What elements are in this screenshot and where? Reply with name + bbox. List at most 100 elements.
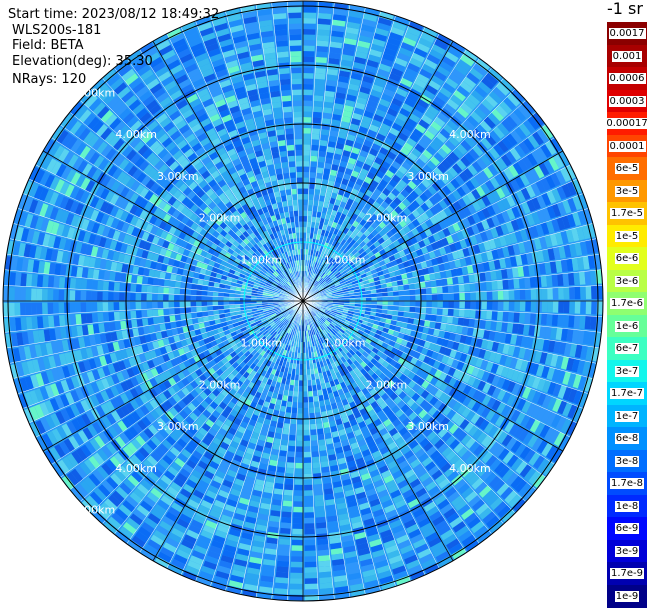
range-gate <box>564 342 572 356</box>
range-gate <box>321 304 327 308</box>
range-gate <box>316 45 329 53</box>
range-gate <box>506 267 514 279</box>
range-gate <box>319 308 326 312</box>
range-gate <box>436 337 444 346</box>
range-gate <box>345 317 352 322</box>
range-gate <box>493 237 502 248</box>
range-gate <box>336 273 342 279</box>
range-gate <box>544 326 552 339</box>
range-gate <box>292 517 303 524</box>
range-gate <box>353 286 360 290</box>
range-gate <box>359 86 371 95</box>
range-gate <box>515 334 523 346</box>
range-gate <box>318 7 332 14</box>
range-gate <box>411 147 422 158</box>
range-gate <box>391 315 398 321</box>
range-gate <box>526 213 536 226</box>
range-gate <box>312 267 316 273</box>
range-gate <box>437 112 449 123</box>
range-gate <box>305 276 308 283</box>
range-gate <box>397 132 409 142</box>
range-gate <box>299 380 303 386</box>
range-gate <box>549 233 558 247</box>
range-gate <box>366 233 374 241</box>
range-gate <box>376 22 391 32</box>
range-gate <box>307 205 313 211</box>
range-gate <box>331 268 338 274</box>
range-gate <box>316 34 330 42</box>
range-gate <box>448 203 458 214</box>
range-gate <box>86 291 92 301</box>
range-gate <box>368 264 376 271</box>
range-gate <box>454 333 462 342</box>
range-gate <box>326 270 332 276</box>
range-gate <box>463 167 474 179</box>
range-gate <box>274 582 289 590</box>
range-gate <box>418 153 429 164</box>
range-gate <box>484 133 497 146</box>
range-gate <box>163 287 170 294</box>
range-gate <box>424 109 436 121</box>
range-gate <box>42 315 49 329</box>
range-gate <box>417 239 426 248</box>
range-gate <box>494 352 502 364</box>
range-gate <box>404 184 413 194</box>
range-gate <box>229 293 235 298</box>
range-gate <box>413 242 421 251</box>
range-gate <box>364 247 372 254</box>
range-gate <box>315 56 328 64</box>
range-gate <box>457 317 465 326</box>
range-gate <box>425 334 433 342</box>
range-gate <box>475 282 482 291</box>
range-gate <box>468 273 475 283</box>
range-gate <box>315 516 327 524</box>
range-gate <box>439 60 453 72</box>
range-gate <box>305 254 308 261</box>
range-gate <box>345 279 352 285</box>
range-gate <box>486 192 496 204</box>
range-gate <box>365 304 372 308</box>
range-gate <box>569 243 577 257</box>
range-gate <box>376 296 383 301</box>
range-gate <box>363 229 371 237</box>
range-gate <box>352 241 359 249</box>
range-gate <box>124 302 131 311</box>
range-gate <box>452 163 463 174</box>
range-gate <box>547 247 556 261</box>
range-gate <box>141 318 149 327</box>
range-gate <box>304 517 315 524</box>
range-gate <box>389 324 396 331</box>
range-gate <box>437 188 447 199</box>
range-gate <box>466 226 475 236</box>
range-gate <box>337 165 346 173</box>
range-gate <box>444 155 456 166</box>
range-gate <box>525 289 531 300</box>
range-gate <box>328 257 334 264</box>
range-gate <box>293 512 303 518</box>
range-gate <box>296 363 300 370</box>
range-gate <box>531 376 541 390</box>
range-gate <box>506 393 517 406</box>
range-gate <box>97 312 104 323</box>
range-gate <box>503 290 509 300</box>
range-gate <box>422 164 433 174</box>
range-gate <box>546 313 553 326</box>
range-gate <box>391 187 400 197</box>
range-gate <box>422 89 435 100</box>
range-gate <box>381 233 390 241</box>
range-gate <box>448 214 457 225</box>
range-gate <box>580 286 586 300</box>
range-gate <box>436 34 452 46</box>
range-gate <box>561 183 572 198</box>
range-gate <box>299 369 303 375</box>
range-gate <box>371 297 377 301</box>
range-gate <box>571 227 580 242</box>
range-gate <box>201 291 208 296</box>
range-gate <box>483 350 492 361</box>
range-gate <box>446 277 454 285</box>
range-gate <box>333 181 341 189</box>
range-gate <box>389 102 401 112</box>
range-gate <box>311 272 316 279</box>
range-gate <box>425 313 432 321</box>
range-gate <box>108 281 115 292</box>
